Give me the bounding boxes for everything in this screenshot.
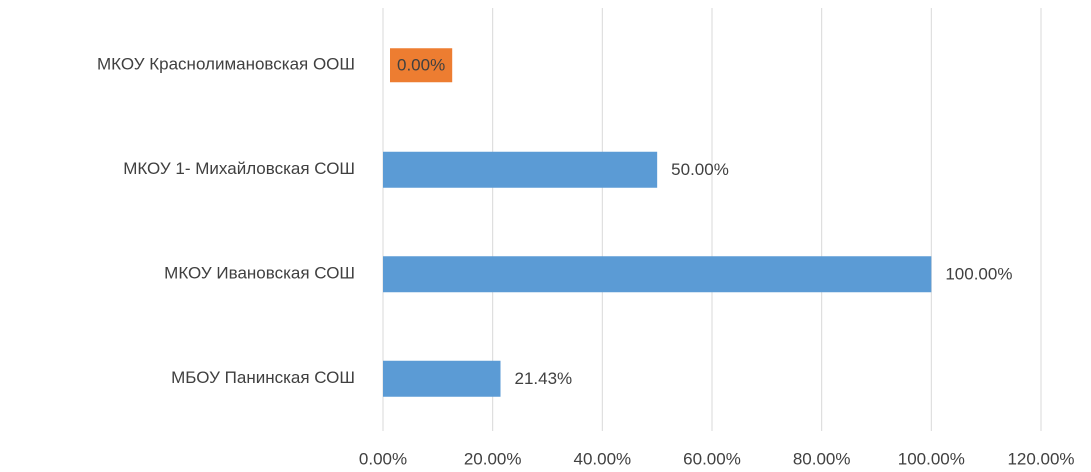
x-tick-label: 60.00% xyxy=(683,449,741,468)
x-tick-label: 120.00% xyxy=(1007,449,1074,468)
bar xyxy=(383,360,501,397)
bar xyxy=(383,256,932,293)
x-tick-label: 100.00% xyxy=(898,449,965,468)
value-label: 21.43% xyxy=(515,369,573,388)
x-tick-label: 80.00% xyxy=(793,449,851,468)
value-label: 0.00% xyxy=(397,56,445,75)
x-tick-label: 40.00% xyxy=(573,449,631,468)
value-label: 50.00% xyxy=(671,160,729,179)
y-tick-label: МКОУ Краснолимановская ООШ xyxy=(97,55,355,74)
bar xyxy=(383,151,658,188)
x-tick-label: 0.00% xyxy=(359,449,407,468)
value-label-background xyxy=(390,48,453,83)
value-label: 100.00% xyxy=(945,265,1012,284)
x-tick-label: 20.00% xyxy=(464,449,522,468)
y-tick-label: МБОУ Панинская СОШ xyxy=(171,368,355,387)
y-tick-label: МКОУ 1- Михайловская СОШ xyxy=(123,159,355,178)
y-tick-label: МКОУ Ивановская СОШ xyxy=(164,264,355,283)
